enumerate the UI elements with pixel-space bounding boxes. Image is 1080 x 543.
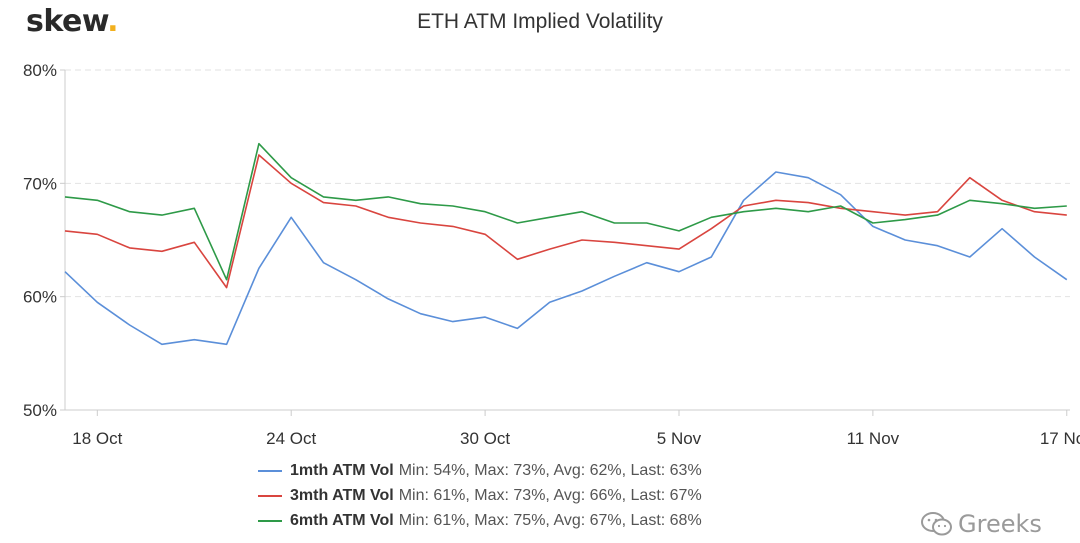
x-axis-ticks: 18 Oct 24 Oct 30 Oct 5 Nov 11 Nov 17 Nov [72,410,1080,448]
legend-item[interactable]: 1mth ATM Vol Min: 54%, Max: 73%, Avg: 62%… [258,458,702,483]
x-tick-label: 18 Oct [72,429,122,448]
wechat-icon [921,512,952,536]
x-tick-label: 17 Nov [1040,429,1080,448]
series-line-1 [64,171,1068,346]
line-chart: 50% 60% 70% 80% 18 Oct 24 Oct 30 Oct 5 Nov 11 N… [23,61,1080,448]
logo-text: skew [26,4,108,39]
legend-swatch [258,469,282,472]
y-tick-label: 60% [23,288,57,307]
grid-lines [65,69,1070,298]
legend-swatch [258,519,282,522]
series-line-3 [64,142,1067,281]
y-tick-label: 70% [23,174,57,193]
y-tick-label: 50% [23,401,57,420]
y-axis-ticks: 50% 60% 70% 80% [23,61,65,420]
axes [64,70,1070,411]
y-tick-label: 80% [23,61,57,80]
watermark-text: Greeks [958,510,1042,538]
series-lines [64,142,1068,346]
x-tick-label: 30 Oct [460,429,510,448]
legend-series-stats: Min: 54%, Max: 73%, Avg: 62%, Last: 63% [398,461,702,479]
legend-series-name: 1mth ATM Vol [290,461,394,479]
x-tick-label: 11 Nov [847,429,900,448]
x-tick-label: 5 Nov [657,429,702,448]
legend-series-stats: Min: 61%, Max: 73%, Avg: 66%, Last: 67% [398,486,702,504]
legend-series-name: 3mth ATM Vol [290,486,394,504]
chart-title: ETH ATM Implied Volatility [417,10,663,33]
legend-item[interactable]: 6mth ATM Vol Min: 61%, Max: 75%, Avg: 67%… [258,508,702,533]
legend-swatch [258,494,282,497]
logo-dot: . [107,4,119,39]
x-tick-label: 24 Oct [266,429,316,448]
watermark: Greeks [920,510,1042,538]
legend-series-name: 6mth ATM Vol [290,511,394,529]
legend[interactable]: 1mth ATM Vol Min: 54%, Max: 73%, Avg: 62%… [258,458,702,533]
skew-logo: skew. [26,4,119,39]
legend-item[interactable]: 3mth ATM Vol Min: 61%, Max: 73%, Avg: 66%… [258,483,702,508]
series-line-2 [64,154,1067,289]
legend-series-stats: Min: 61%, Max: 75%, Avg: 67%, Last: 68% [398,511,702,529]
